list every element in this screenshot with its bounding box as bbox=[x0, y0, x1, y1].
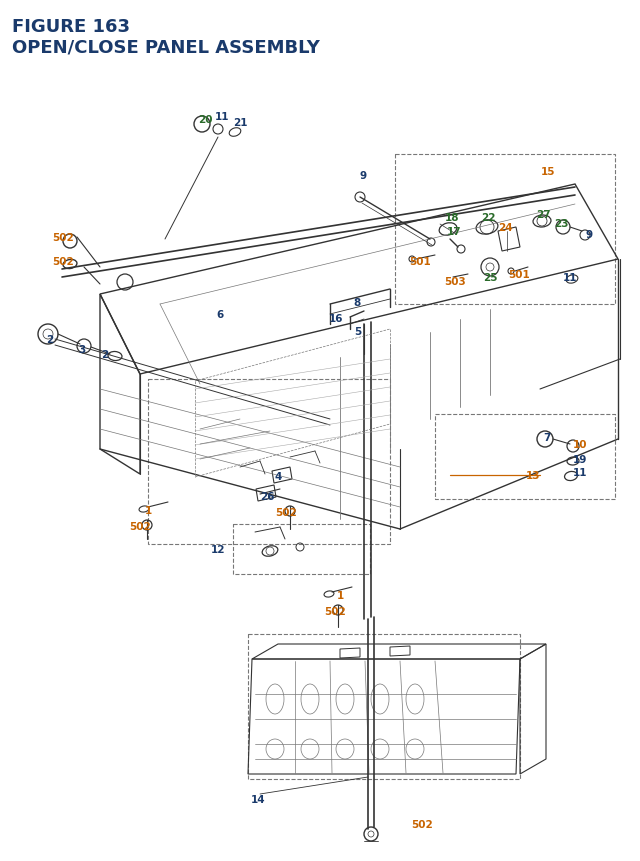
Text: 15: 15 bbox=[541, 167, 556, 177]
Text: 26: 26 bbox=[260, 492, 275, 501]
Text: 27: 27 bbox=[536, 210, 550, 220]
Text: 19: 19 bbox=[573, 455, 587, 464]
Text: 11: 11 bbox=[563, 273, 577, 282]
Text: 9: 9 bbox=[360, 170, 367, 181]
Text: 5: 5 bbox=[355, 326, 362, 337]
Text: 502: 502 bbox=[411, 819, 433, 829]
Text: 14: 14 bbox=[251, 794, 266, 804]
Text: 18: 18 bbox=[445, 213, 460, 223]
Text: 7: 7 bbox=[543, 432, 550, 443]
Text: 25: 25 bbox=[483, 273, 497, 282]
Text: 2: 2 bbox=[46, 335, 54, 344]
Text: FIGURE 163: FIGURE 163 bbox=[12, 18, 130, 36]
Text: 502: 502 bbox=[52, 257, 74, 267]
Text: 22: 22 bbox=[481, 213, 495, 223]
Text: 502: 502 bbox=[324, 606, 346, 616]
Text: 8: 8 bbox=[353, 298, 360, 307]
Text: 10: 10 bbox=[573, 439, 588, 449]
Text: 2: 2 bbox=[101, 350, 109, 360]
Text: 16: 16 bbox=[329, 313, 343, 324]
Text: 502: 502 bbox=[52, 232, 74, 243]
Text: 503: 503 bbox=[444, 276, 466, 287]
Text: 502: 502 bbox=[129, 522, 151, 531]
Text: 11: 11 bbox=[215, 112, 229, 122]
Text: 11: 11 bbox=[573, 468, 588, 478]
Text: 1: 1 bbox=[145, 505, 152, 516]
Text: 12: 12 bbox=[211, 544, 225, 554]
Text: 17: 17 bbox=[447, 226, 461, 237]
Text: 6: 6 bbox=[216, 310, 223, 319]
Text: 9: 9 bbox=[586, 230, 593, 239]
Text: 502: 502 bbox=[275, 507, 297, 517]
Text: 1: 1 bbox=[337, 591, 344, 600]
Text: 501: 501 bbox=[409, 257, 431, 267]
Text: 3: 3 bbox=[78, 344, 86, 355]
Text: 21: 21 bbox=[233, 118, 247, 127]
Text: 501: 501 bbox=[508, 269, 530, 280]
Text: 24: 24 bbox=[498, 223, 512, 232]
Text: 23: 23 bbox=[554, 219, 568, 229]
Text: 13: 13 bbox=[525, 470, 540, 480]
Text: OPEN/CLOSE PANEL ASSEMBLY: OPEN/CLOSE PANEL ASSEMBLY bbox=[12, 38, 320, 56]
Text: 20: 20 bbox=[198, 115, 212, 125]
Text: 4: 4 bbox=[275, 472, 282, 481]
